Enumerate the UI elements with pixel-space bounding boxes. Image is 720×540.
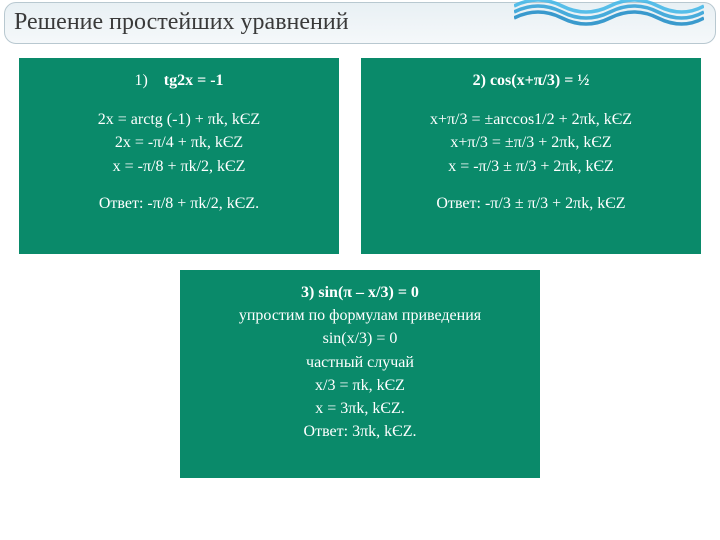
page-title: Решение простейших уравнений	[0, 9, 349, 36]
card2-line2: x+π/3 = ±π/3 + 2πk, kЄZ	[376, 131, 686, 154]
card3-title: 3) sin(π – x/3) = 0	[195, 281, 525, 304]
card1-line3: x = -π/8 + πk/2, kЄZ	[34, 155, 324, 178]
card-problem-3: 3) sin(π – x/3) = 0 упростим по формулам…	[180, 270, 540, 478]
card2-line3: x = -π/3 ± π/3 + 2πk, kЄZ	[376, 155, 686, 178]
card1-line1: 2x = arctg (-1) + πk, kЄZ	[34, 108, 324, 131]
card3-line4: x/3 = πk, kЄZ	[195, 374, 525, 397]
wave-decoration-icon	[514, 0, 704, 28]
header-banner: Решение простейших уравнений	[0, 0, 720, 44]
card1-answer: Ответ: -π/8 + πk/2, kЄZ.	[34, 192, 324, 215]
card1-title: 1) tg2x = -1	[34, 69, 324, 92]
card2-answer: Ответ: -π/3 ± π/3 + 2πk, kЄZ	[376, 192, 686, 215]
card-problem-2: 2) cos(x+π/3) = ½ x+π/3 = ±arccos1/2 + 2…	[361, 58, 701, 254]
card3-line3: частный случай	[195, 351, 525, 374]
card3-line5: x = 3πk, kЄZ.	[195, 397, 525, 420]
content-area: 1) tg2x = -1 2x = arctg (-1) + πk, kЄZ 2…	[0, 44, 720, 478]
card1-prefix: 1)	[134, 72, 147, 89]
card3-line2: sin(x/3) = 0	[195, 327, 525, 350]
card3-line1: упростим по формулам приведения	[195, 304, 525, 327]
card2-line1: x+π/3 = ±arccos1/2 + 2πk, kЄZ	[376, 108, 686, 131]
card1-equation: tg2x = -1	[164, 72, 224, 89]
card1-line2: 2x = -π/4 + πk, kЄZ	[34, 131, 324, 154]
card2-title: 2) cos(x+π/3) = ½	[376, 69, 686, 92]
card-problem-1: 1) tg2x = -1 2x = arctg (-1) + πk, kЄZ 2…	[19, 58, 339, 254]
top-row: 1) tg2x = -1 2x = arctg (-1) + πk, kЄZ 2…	[18, 58, 702, 254]
card3-answer: Ответ: 3πk, kЄZ.	[195, 420, 525, 443]
